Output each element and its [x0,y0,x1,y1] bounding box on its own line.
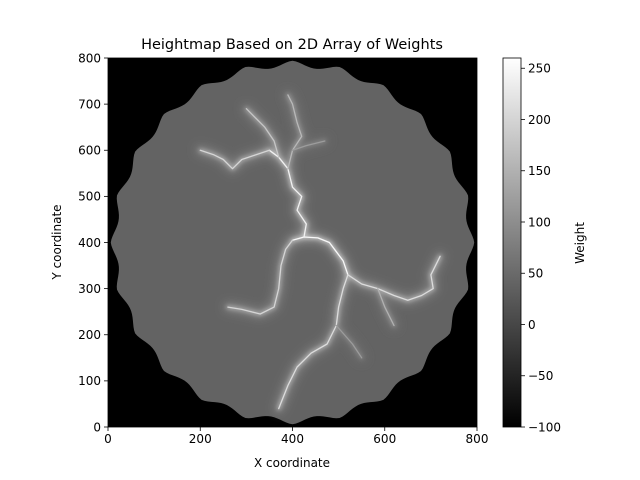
x-tick-label: 400 [281,432,304,446]
y-tick-label: 700 [78,97,101,111]
ridge-south [278,274,349,410]
colorbar-tick-label: 0 [528,318,536,332]
x-tick-label: 200 [189,432,212,446]
colorbar-tick-label: 200 [528,113,551,127]
x-axis: 0 200 400 600 800 [104,427,488,446]
x-tick-label: 800 [466,432,489,446]
colorbar-gradient [503,58,521,427]
colorbar-label: Weight [573,222,587,264]
y-tick-label: 300 [78,282,101,296]
colorbar-tick-label: −50 [528,369,553,383]
ridge-ne-twig [291,140,326,151]
chart-title: Heightmap Based on 2D Array of Weights [141,37,443,53]
ridge-north-top [245,108,280,158]
y-tick-label: 200 [78,328,101,342]
ridge-west-down [227,239,294,315]
ridge-nw-arm [199,149,271,170]
y-tick-label: 0 [93,420,101,434]
colorbar-tick-label: 50 [528,267,543,281]
colorbar-tick-label: −100 [528,420,561,434]
y-tick-label: 500 [78,190,101,204]
x-tick-label: 600 [373,432,396,446]
ridge-trunk-north [268,149,307,238]
colorbar-tick-label: 100 [528,215,551,229]
x-tick-label: 0 [104,432,112,446]
y-axis-label: Y coordinate [50,204,64,280]
plot-area [108,58,477,427]
ridge-north-right [287,94,303,170]
y-tick-label: 800 [78,51,101,65]
y-tick-label: 400 [78,236,101,250]
ridge-east [347,255,441,301]
x-axis-label: X coordinate [254,456,330,470]
colorbar-frame [502,57,522,428]
y-tick-label: 600 [78,144,101,158]
y-axis: 0 100 200 300 400 500 600 700 800 [78,51,108,434]
colorbar-tick-label: 150 [528,164,551,178]
ridge-south-twig [335,324,363,359]
ridge-east-drop [377,287,395,327]
colorbar-tick-label: 250 [528,62,551,76]
y-tick-label: 100 [78,374,101,388]
colorbar-axis: −100 −50 0 50 100 150 200 250 [521,62,561,434]
